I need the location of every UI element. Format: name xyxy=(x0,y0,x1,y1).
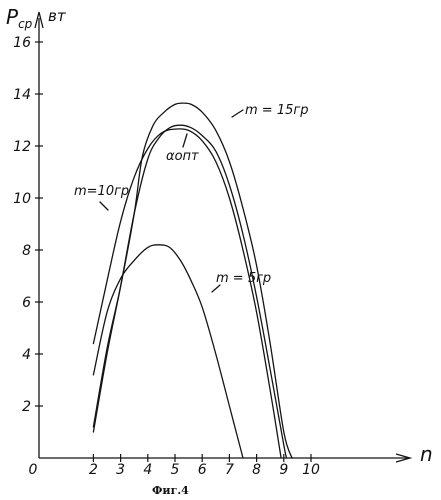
y-axis-title-subscript: ср xyxy=(18,17,33,31)
series-label-m15: m = 15гр xyxy=(245,103,308,118)
y-axis-arrow xyxy=(34,11,44,29)
y-axis-title-symbol: P xyxy=(6,5,19,29)
series-label-m5: m = 5гр xyxy=(216,271,271,286)
y-axis-title: Pср xyxy=(6,5,33,31)
series-label-alpha-leader xyxy=(182,133,188,148)
y-tick-label: 10 xyxy=(13,191,31,207)
series-label-m10: m=10гр xyxy=(74,184,129,199)
x-tick-label: 9 xyxy=(279,462,288,478)
series-m5-curve xyxy=(92,244,244,459)
y-tick-label: 2 xyxy=(22,399,31,415)
y-tick-label: 14 xyxy=(13,87,31,103)
x-tick-label: 10 xyxy=(302,462,320,478)
y-ticks: 2 4 6 8 10 12 14 16 xyxy=(13,35,43,415)
axes xyxy=(34,11,413,463)
y-tick-label: 8 xyxy=(22,243,31,259)
series-alpha-opt-curve xyxy=(92,124,288,459)
x-tick-label: 3 xyxy=(116,462,125,478)
x-tick-label: 4 xyxy=(143,462,152,478)
x-axis-title: n xyxy=(420,442,433,466)
curves xyxy=(92,102,293,459)
x-tick-label: 0 xyxy=(29,462,38,478)
series-m10-curve xyxy=(92,128,282,459)
y-axis-unit: вт xyxy=(48,7,67,25)
x-ticks: 0 2 3 4 5 6 7 8 9 10 xyxy=(29,454,320,478)
figure-caption: Фиг.4 xyxy=(152,484,189,497)
x-tick-label: 7 xyxy=(225,462,234,478)
series-labels: m = 15гр αопт m=10гр m = 5гр xyxy=(74,103,308,293)
x-tick-label: 2 xyxy=(89,462,98,478)
y-tick-label: 6 xyxy=(22,295,31,311)
y-tick-label: 4 xyxy=(22,347,31,363)
x-axis-arrow xyxy=(395,453,413,463)
series-label-alpha: αопт xyxy=(166,149,199,164)
y-tick-label: 12 xyxy=(13,139,31,155)
x-tick-label: 5 xyxy=(171,462,180,478)
series-label-m15-leader xyxy=(231,109,244,118)
series-label-m10-leader xyxy=(99,201,109,211)
series-label-m5-leader xyxy=(211,284,221,293)
x-tick-label: 8 xyxy=(252,462,261,478)
x-tick-label: 6 xyxy=(198,462,207,478)
y-tick-label: 16 xyxy=(13,35,31,51)
